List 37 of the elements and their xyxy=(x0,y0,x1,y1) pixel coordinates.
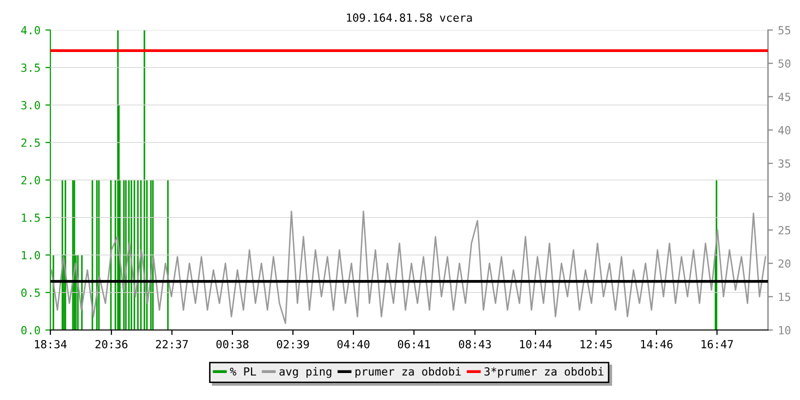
y-tick-label: 2.5 xyxy=(21,138,40,147)
y-tick-label: 2.0 xyxy=(21,176,40,184)
x-tick-label: 12:45 xyxy=(580,340,612,348)
y2-tick-label: 20 xyxy=(778,259,790,268)
y2-tick-label: 15 xyxy=(779,292,790,302)
y2-tick-label: 55 xyxy=(778,26,790,34)
y2-tick-label: 10 xyxy=(779,326,790,334)
x-tick-label: 22:37 xyxy=(156,340,188,348)
y2-tick-label: 30 xyxy=(778,192,790,202)
line-series xyxy=(50,210,766,324)
y2-tick-label: 45 xyxy=(778,92,790,102)
y-tick-label: 0.0 xyxy=(21,326,40,334)
y-tick-label: 1.0 xyxy=(22,251,40,260)
x-tick-label: 08:43 xyxy=(458,340,491,348)
x-tick-label: 02:39 xyxy=(276,340,309,348)
x-tick-label: 20:36 xyxy=(96,340,128,348)
legend-label: prumer za obdobi xyxy=(356,367,461,378)
x-tick-label: 10:44 xyxy=(520,340,552,348)
y-tick-label: 3.0 xyxy=(21,101,40,110)
y-tick-label: 1.5 xyxy=(22,214,40,222)
x-tick-label: 00:38 xyxy=(216,340,248,348)
legend-label: % PL xyxy=(230,367,256,376)
legend-label: avg ping xyxy=(279,367,332,378)
x-tick-label: 04:40 xyxy=(337,340,370,348)
x-tick-label: 14:46 xyxy=(641,340,672,348)
y2-tick-label: 40 xyxy=(778,126,790,134)
x-tick-label: 16:47 xyxy=(702,340,733,348)
y2-tick-label: 50 xyxy=(778,59,790,68)
x-tick-label: 18:34 xyxy=(35,340,67,348)
legend-label: 3*prumer za obdobi xyxy=(484,367,604,378)
x-tick-label: 06:41 xyxy=(398,340,430,348)
chart-title: 109.164.81.58 vcera xyxy=(346,13,472,22)
y-tick-label: 4.0 xyxy=(21,26,40,34)
y2-tick-label: 25 xyxy=(778,226,790,234)
y-tick-label: 3.5 xyxy=(21,64,40,72)
y-tick-label: 0.5 xyxy=(21,288,40,297)
y2-tick-label: 35 xyxy=(778,159,790,168)
